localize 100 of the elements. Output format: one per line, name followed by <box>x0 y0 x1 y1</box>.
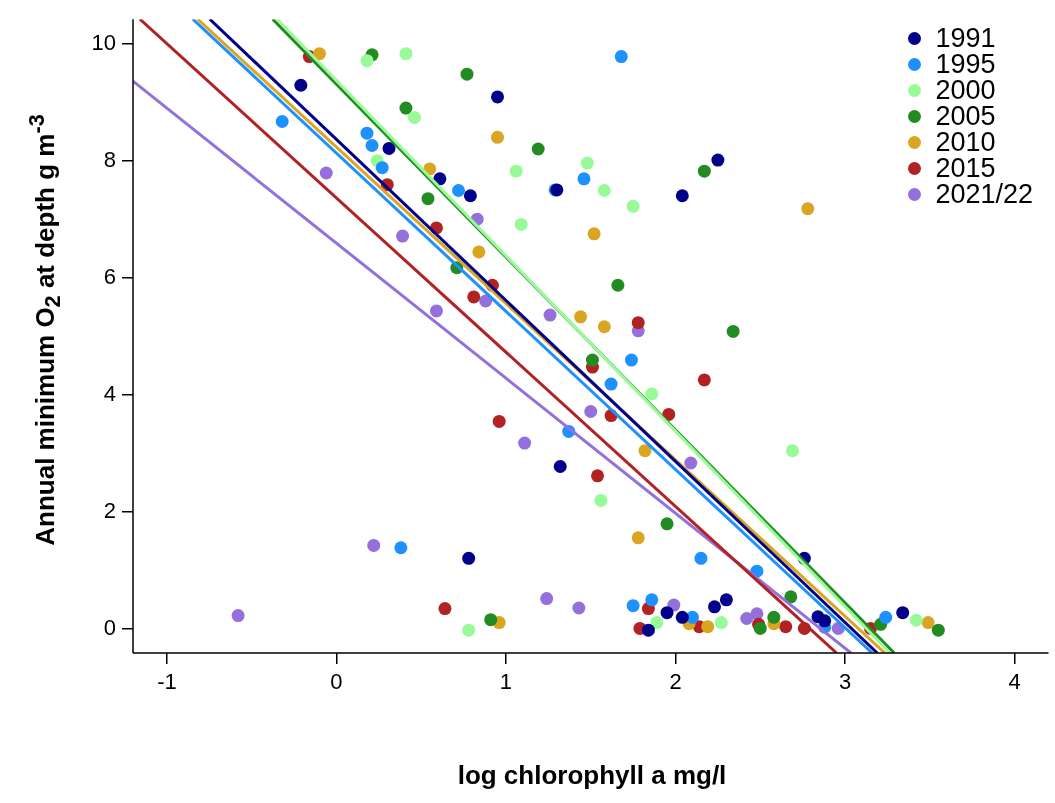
point <box>662 407 676 421</box>
point <box>399 101 413 115</box>
y-tick-label: 8 <box>103 146 116 172</box>
point <box>491 90 505 104</box>
point <box>896 606 910 620</box>
point <box>460 67 474 81</box>
point <box>463 189 477 203</box>
point <box>319 166 333 180</box>
point <box>375 161 389 175</box>
point <box>597 320 611 334</box>
point <box>492 414 506 428</box>
point <box>584 405 598 419</box>
point <box>452 184 466 198</box>
point <box>631 531 645 545</box>
point <box>645 387 659 401</box>
y-tick-label: 4 <box>103 380 116 406</box>
point <box>694 551 708 565</box>
point <box>399 47 413 61</box>
point <box>438 602 452 616</box>
point <box>360 126 374 140</box>
point <box>543 308 557 322</box>
point <box>491 130 505 144</box>
point <box>509 164 523 178</box>
point <box>784 590 798 604</box>
point <box>638 444 652 458</box>
x-tick-label: 2 <box>669 669 682 695</box>
y-tick-label: 2 <box>103 497 116 523</box>
point <box>767 610 781 624</box>
point <box>879 610 893 624</box>
point <box>626 599 640 613</box>
point <box>697 164 711 178</box>
point <box>365 138 379 152</box>
point <box>611 278 625 292</box>
point <box>719 593 733 607</box>
point <box>514 217 528 231</box>
point <box>753 621 767 635</box>
point <box>382 141 396 155</box>
point <box>580 156 594 170</box>
y-tick-label: 0 <box>103 614 116 640</box>
point <box>421 192 435 206</box>
point <box>294 78 308 92</box>
point <box>701 620 715 634</box>
point <box>591 469 605 483</box>
point <box>472 245 486 259</box>
point <box>407 110 421 124</box>
point <box>574 310 588 324</box>
point <box>360 54 374 68</box>
point <box>714 616 728 630</box>
point <box>518 436 532 450</box>
point <box>462 551 476 565</box>
point <box>921 616 935 630</box>
point <box>641 623 655 637</box>
point <box>540 592 554 606</box>
point <box>484 613 498 627</box>
point <box>531 142 545 156</box>
x-tick-label: -1 <box>157 669 177 695</box>
y-tick-label: 10 <box>91 29 116 55</box>
point <box>597 184 611 198</box>
point <box>675 610 689 624</box>
point <box>577 172 591 186</box>
point <box>818 614 832 628</box>
point <box>740 612 754 625</box>
point <box>587 227 601 241</box>
point <box>675 189 689 203</box>
point <box>553 459 567 473</box>
point <box>684 456 698 470</box>
point <box>726 324 740 338</box>
point <box>429 304 443 318</box>
point <box>786 444 799 458</box>
point <box>650 616 664 630</box>
point <box>626 199 640 213</box>
point <box>711 153 725 167</box>
point <box>604 377 618 391</box>
point <box>909 613 923 627</box>
point <box>660 606 674 620</box>
point <box>660 517 674 531</box>
point <box>708 600 722 614</box>
x-tick-label: 0 <box>330 669 343 695</box>
point <box>631 316 645 330</box>
point <box>645 593 659 607</box>
point <box>572 601 586 615</box>
point <box>394 541 408 555</box>
x-tick-label: 4 <box>1008 669 1021 695</box>
point <box>479 294 493 308</box>
point <box>396 229 410 243</box>
y-tick-label: 6 <box>103 263 116 289</box>
point <box>614 50 628 64</box>
point <box>467 290 481 304</box>
point <box>585 353 599 367</box>
point <box>462 623 476 637</box>
point <box>801 202 815 216</box>
point <box>367 538 381 552</box>
point <box>312 47 326 61</box>
point <box>697 373 711 387</box>
point <box>931 623 945 637</box>
point <box>231 609 245 623</box>
point <box>624 353 638 367</box>
point <box>779 620 793 634</box>
x-tick-label: 3 <box>838 669 852 695</box>
point <box>275 115 289 129</box>
